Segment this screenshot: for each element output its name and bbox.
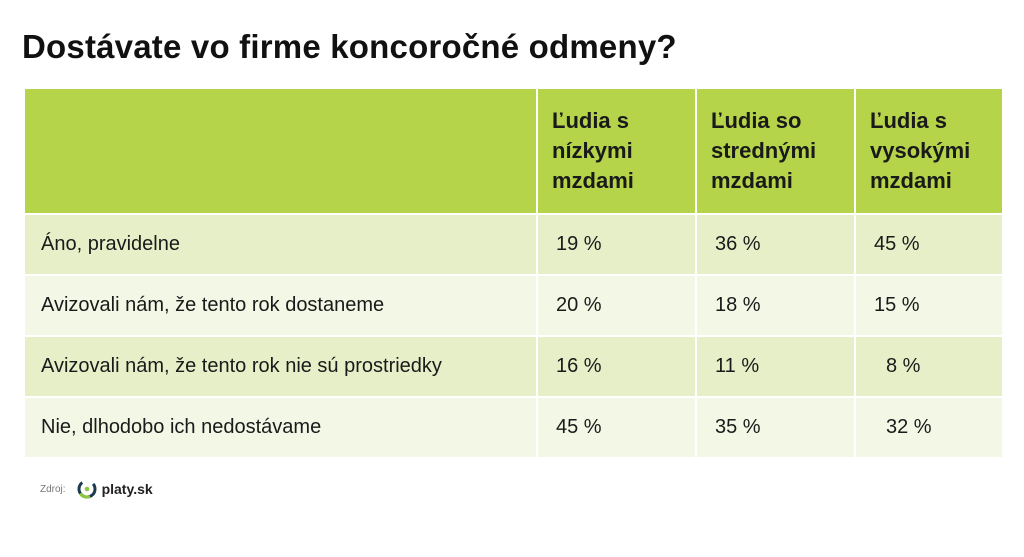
header-text-mid-wage: Ľudia so strednými mzdami (711, 108, 817, 193)
header-text-low-wage: Ľudia s nízkymi mzdami (552, 108, 634, 193)
platy-logo[interactable]: platy.sk (76, 478, 153, 500)
cell-mid-wage: 11 % (695, 335, 856, 398)
source-attribution: Zdroj: platy.sk (40, 478, 153, 500)
row-label: Nie, dlhodobo ich nedostávame (23, 396, 538, 459)
table-row: Nie, dlhodobo ich nedostávame 45 % 35 % … (23, 396, 1004, 459)
cell-high-wage: 32 % (854, 396, 1004, 459)
cell-high-wage: 45 % (854, 213, 1004, 276)
row-label: Avizovali nám, že tento rok dostaneme (23, 274, 538, 337)
cell-mid-wage: 18 % (695, 274, 856, 337)
logo-text: platy.sk (101, 481, 153, 497)
survey-table: Ľudia s nízkymi mzdami Ľudia so stredným… (23, 87, 1004, 459)
cell-low-wage: 45 % (536, 396, 697, 459)
cell-low-wage: 19 % (536, 213, 697, 276)
row-label: Áno, pravidelne (23, 213, 538, 276)
row-label: Avizovali nám, že tento rok nie sú prost… (23, 335, 538, 398)
cell-low-wage: 20 % (536, 274, 697, 337)
cell-mid-wage: 36 % (695, 213, 856, 276)
table-row: Avizovali nám, že tento rok nie sú prost… (23, 335, 1004, 398)
header-cell-low-wage: Ľudia s nízkymi mzdami (536, 87, 697, 215)
header-text-high-wage: Ľudia s vysokými mzdami (870, 108, 971, 193)
header-cell-high-wage: Ľudia s vysokými mzdami (854, 87, 1004, 215)
chart-title: Dostávate vo firme koncoročné odmeny? (22, 28, 677, 65)
header-row: Ľudia s nízkymi mzdami Ľudia so stredným… (23, 87, 1004, 215)
cell-mid-wage: 35 % (695, 396, 856, 459)
table-row: Áno, pravidelne 19 % 36 % 45 % (23, 213, 1004, 276)
cell-low-wage: 16 % (536, 335, 697, 398)
table-row: Avizovali nám, že tento rok dostaneme 20… (23, 274, 1004, 337)
header-cell-mid-wage: Ľudia so strednými mzdami (695, 87, 856, 215)
cell-high-wage: 8 % (854, 335, 1004, 398)
source-label: Zdroj: (40, 483, 66, 495)
cell-high-wage: 15 % (854, 274, 1004, 337)
platy-logo-icon (77, 479, 97, 499)
header-cell-label (23, 87, 538, 215)
